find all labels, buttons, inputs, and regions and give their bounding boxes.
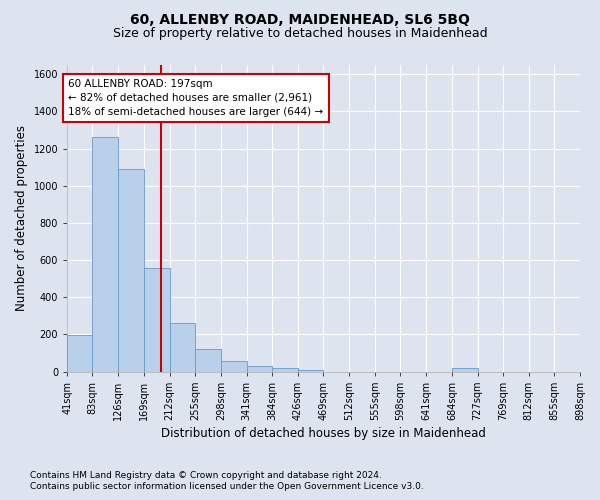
Text: 60, ALLENBY ROAD, MAIDENHEAD, SL6 5BQ: 60, ALLENBY ROAD, MAIDENHEAD, SL6 5BQ: [130, 12, 470, 26]
Text: Contains HM Land Registry data © Crown copyright and database right 2024.: Contains HM Land Registry data © Crown c…: [30, 471, 382, 480]
Bar: [67, 335, 92, 372]
Bar: [221, 361, 247, 372]
Bar: [452, 368, 478, 372]
Y-axis label: Number of detached properties: Number of detached properties: [15, 126, 28, 312]
Bar: [195, 349, 221, 372]
Bar: [298, 370, 323, 372]
Bar: [144, 268, 170, 372]
X-axis label: Distribution of detached houses by size in Maidenhead: Distribution of detached houses by size …: [161, 427, 486, 440]
Text: Contains public sector information licensed under the Open Government Licence v3: Contains public sector information licen…: [30, 482, 424, 491]
Text: Size of property relative to detached houses in Maidenhead: Size of property relative to detached ho…: [113, 28, 487, 40]
Bar: [92, 136, 118, 372]
Bar: [118, 168, 144, 372]
Bar: [272, 368, 298, 372]
Bar: [170, 323, 195, 372]
Text: 60 ALLENBY ROAD: 197sqm
← 82% of detached houses are smaller (2,961)
18% of semi: 60 ALLENBY ROAD: 197sqm ← 82% of detache…: [68, 79, 323, 117]
Bar: [247, 366, 272, 372]
